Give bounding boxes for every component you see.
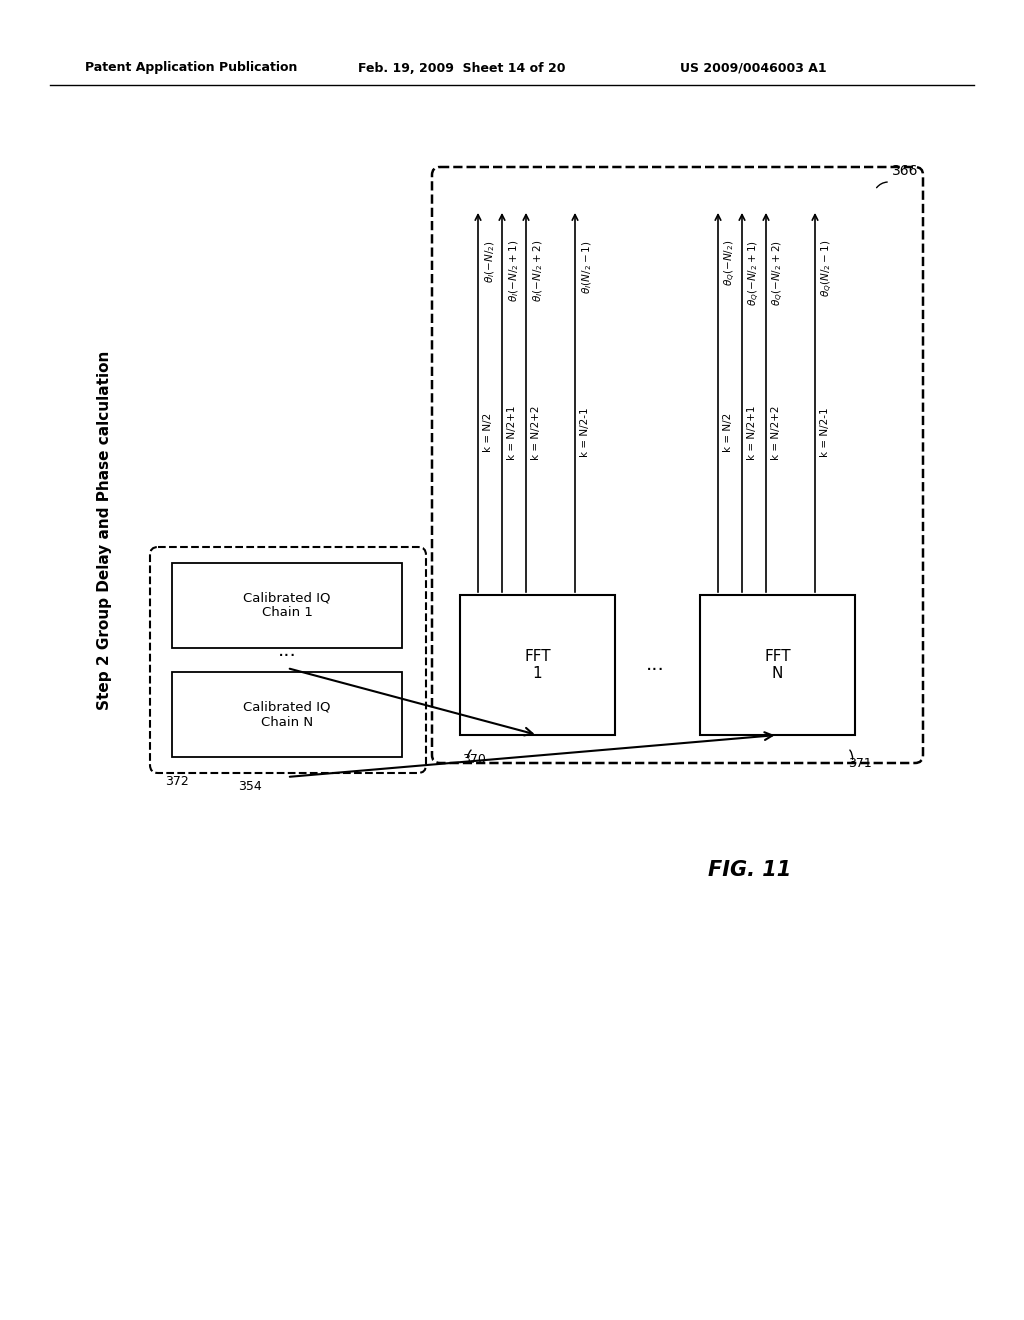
Text: FFT
1: FFT 1 — [524, 649, 551, 681]
Text: k = N/2: k = N/2 — [483, 413, 493, 453]
Text: Calibrated IQ
Chain 1: Calibrated IQ Chain 1 — [244, 591, 331, 619]
Bar — [172, 564, 402, 648]
Text: Patent Application Publication: Patent Application Publication — [85, 62, 297, 74]
FancyBboxPatch shape — [432, 168, 923, 763]
Text: k = N/2-1: k = N/2-1 — [580, 408, 590, 457]
Text: $\theta_Q(N/_2-1)$: $\theta_Q(N/_2-1)$ — [820, 240, 836, 297]
Text: US 2009/0046003 A1: US 2009/0046003 A1 — [680, 62, 826, 74]
Text: k = N/2-1: k = N/2-1 — [820, 408, 830, 457]
Text: 372: 372 — [165, 775, 188, 788]
Text: ...: ... — [278, 640, 296, 660]
Text: k = N/2+2: k = N/2+2 — [531, 405, 541, 459]
Text: $\theta_I(-N/_2+1)$: $\theta_I(-N/_2+1)$ — [507, 240, 520, 302]
Text: 354: 354 — [238, 780, 262, 793]
Bar — [460, 595, 615, 735]
Text: Calibrated IQ
Chain N: Calibrated IQ Chain N — [244, 701, 331, 729]
Text: k = N/2+1: k = N/2+1 — [746, 405, 757, 459]
Text: k = N/2+2: k = N/2+2 — [771, 405, 781, 459]
Text: k = N/2+1: k = N/2+1 — [507, 405, 517, 459]
Text: 370: 370 — [462, 752, 485, 766]
Text: $\theta_I(N/_2-1)$: $\theta_I(N/_2-1)$ — [580, 240, 594, 293]
Text: FIG. 11: FIG. 11 — [709, 861, 792, 880]
Text: Feb. 19, 2009  Sheet 14 of 20: Feb. 19, 2009 Sheet 14 of 20 — [358, 62, 565, 74]
Text: $\theta_I(-N/_2+2)$: $\theta_I(-N/_2+2)$ — [531, 240, 545, 302]
Text: $\theta_Q(-N/_2)$: $\theta_Q(-N/_2)$ — [723, 240, 738, 286]
FancyBboxPatch shape — [150, 546, 426, 774]
Text: $\theta_I(-N/_2)$: $\theta_I(-N/_2)$ — [483, 240, 497, 282]
Bar — [700, 595, 855, 735]
Text: $\theta_Q(-N/_2+1)$: $\theta_Q(-N/_2+1)$ — [746, 240, 762, 306]
Text: Step 2 Group Delay and Phase calculation: Step 2 Group Delay and Phase calculation — [97, 350, 113, 710]
Bar — [172, 672, 402, 756]
Text: $\theta_Q(-N/_2+2)$: $\theta_Q(-N/_2+2)$ — [771, 240, 786, 306]
Text: ...: ... — [645, 656, 665, 675]
Text: 371: 371 — [848, 756, 871, 770]
Text: k = N/2: k = N/2 — [723, 413, 733, 453]
Text: 366: 366 — [892, 164, 919, 178]
Text: FFT
N: FFT N — [764, 649, 791, 681]
